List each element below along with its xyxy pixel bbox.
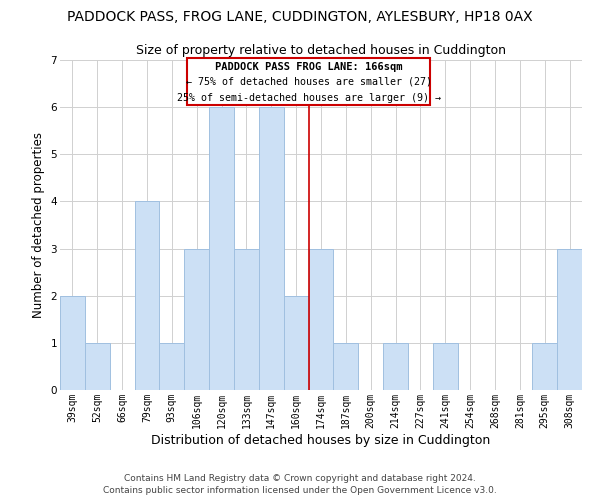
- X-axis label: Distribution of detached houses by size in Cuddington: Distribution of detached houses by size …: [151, 434, 491, 446]
- Bar: [85, 343, 110, 390]
- Y-axis label: Number of detached properties: Number of detached properties: [32, 132, 45, 318]
- Title: Size of property relative to detached houses in Cuddington: Size of property relative to detached ho…: [136, 44, 506, 58]
- Bar: [557, 248, 582, 390]
- Bar: [184, 248, 209, 390]
- Bar: [134, 202, 160, 390]
- Bar: [209, 107, 234, 390]
- Bar: [532, 343, 557, 390]
- Bar: [259, 107, 284, 390]
- Bar: [383, 343, 408, 390]
- Text: PADDOCK PASS, FROG LANE, CUDDINGTON, AYLESBURY, HP18 0AX: PADDOCK PASS, FROG LANE, CUDDINGTON, AYL…: [67, 10, 533, 24]
- Text: Contains HM Land Registry data © Crown copyright and database right 2024.
Contai: Contains HM Land Registry data © Crown c…: [103, 474, 497, 495]
- Text: PADDOCK PASS FROG LANE: 166sqm: PADDOCK PASS FROG LANE: 166sqm: [215, 62, 403, 72]
- Bar: [60, 296, 85, 390]
- Text: ← 75% of detached houses are smaller (27): ← 75% of detached houses are smaller (27…: [185, 76, 431, 86]
- Bar: [433, 343, 458, 390]
- Bar: [334, 343, 358, 390]
- Bar: [284, 296, 308, 390]
- Text: 25% of semi-detached houses are larger (9) →: 25% of semi-detached houses are larger (…: [176, 92, 440, 102]
- Bar: [308, 248, 334, 390]
- Bar: [160, 343, 184, 390]
- FancyBboxPatch shape: [187, 58, 430, 105]
- Bar: [234, 248, 259, 390]
